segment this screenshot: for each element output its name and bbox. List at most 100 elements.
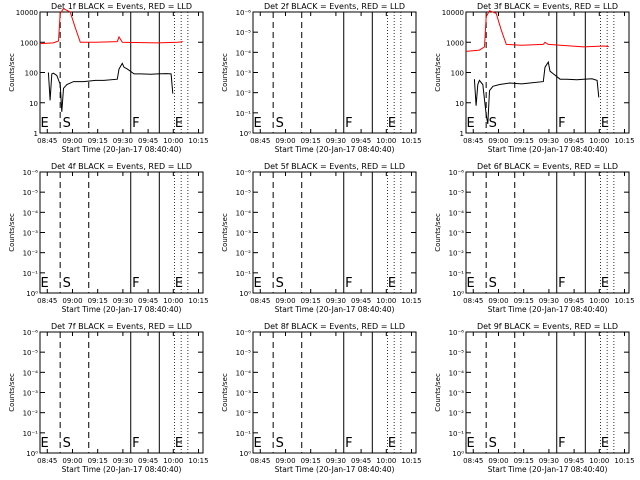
y-tick-label: 10⁻⁶ (449, 329, 465, 337)
y-tick-label: 10⁻⁴ (23, 369, 39, 377)
x-tick-label: 09:15 (88, 297, 108, 305)
x-tick-label: 09:30 (113, 457, 133, 465)
panel-title: Det 5f BLACK = Events, RED = LLD (264, 162, 405, 171)
events-series-line (47, 62, 174, 112)
y-tick-label: 10⁻³ (236, 390, 252, 398)
phase-marker: S (276, 116, 284, 131)
x-tick-label: 09:30 (539, 457, 559, 465)
y-tick-label: 100 (451, 70, 464, 78)
x-tick-label: 10:00 (589, 137, 609, 145)
phase-marker: F (345, 116, 352, 131)
x-tick-label: 10:00 (163, 297, 183, 305)
x-tick-label: 09:00 (275, 457, 295, 465)
y-axis-label: Counts/sec (8, 373, 16, 412)
y-tick-label: 10⁻⁵ (449, 349, 465, 357)
y-tick-label: 10⁻² (449, 250, 465, 258)
y-axis-label: Counts/sec (221, 213, 229, 252)
x-tick-label: 09:30 (326, 137, 346, 145)
x-tick-label: 09:30 (113, 137, 133, 145)
phase-marker: S (63, 116, 71, 131)
x-axis-label: Start Time (20-Jan-17 08:40:40) (62, 465, 182, 474)
y-tick-label: 1 (34, 130, 38, 138)
x-tick-label: 10:15 (401, 457, 421, 465)
y-axis-label: Counts/sec (434, 213, 442, 252)
y-tick-label: 1000 (20, 39, 38, 47)
y-tick-label: 10⁻¹ (449, 430, 465, 438)
x-tick-label: 10:15 (614, 297, 634, 305)
x-tick-label: 09:15 (514, 137, 534, 145)
phase-marker: E (388, 116, 396, 131)
plot-frame (39, 331, 204, 454)
phase-marker: E (254, 116, 262, 131)
x-tick-label: 09:15 (88, 457, 108, 465)
y-tick-label: 10⁻⁵ (23, 349, 39, 357)
phase-marker: E (388, 276, 396, 291)
panel-title: Det 2f BLACK = Events, RED = LLD (264, 2, 405, 11)
x-tick-label: 09:00 (275, 297, 295, 305)
x-tick-label: 09:00 (488, 457, 508, 465)
phase-marker: F (345, 436, 352, 451)
detector-panel-2: Det 2f BLACK = Events, RED = LLD 08:45 09:… (221, 2, 422, 154)
y-tick-label: 10⁻⁶ (236, 169, 252, 177)
x-tick-label: 10:15 (188, 297, 208, 305)
y-axis-label: Counts/sec (221, 373, 229, 412)
x-tick-label: 09:15 (514, 297, 534, 305)
y-tick-label: 10⁻⁴ (23, 209, 39, 217)
y-tick-label: 10⁻⁴ (449, 209, 465, 217)
x-tick-label: 08:45 (250, 137, 270, 145)
y-tick-label: 10⁻⁴ (449, 369, 465, 377)
x-tick-label: 08:45 (463, 457, 483, 465)
y-tick-label: 10⁻³ (449, 230, 465, 238)
y-tick-label: 10⁰ (452, 450, 464, 458)
plot-frame (252, 331, 417, 454)
x-tick-label: 09:30 (326, 297, 346, 305)
y-tick-label: 10⁻⁵ (23, 189, 39, 197)
y-tick-label: 10⁻¹ (23, 270, 39, 278)
phase-marker: F (558, 116, 565, 131)
y-axis-label: Counts/sec (221, 53, 229, 92)
y-axis-label: Counts/sec (434, 373, 442, 412)
phase-marker: E (175, 116, 183, 131)
panel-title: Det 1f BLACK = Events, RED = LLD (51, 2, 192, 11)
x-tick-label: 09:15 (301, 137, 321, 145)
phase-marker: S (489, 276, 497, 291)
y-tick-label: 1000 (446, 39, 464, 47)
phase-marker: E (467, 436, 475, 451)
y-tick-label: 10⁻¹ (236, 110, 252, 118)
y-tick-label: 10⁻⁵ (449, 189, 465, 197)
x-tick-label: 10:15 (614, 457, 634, 465)
phase-marker: S (63, 276, 71, 291)
x-axis-label: Start Time (20-Jan-17 08:40:40) (275, 465, 395, 474)
x-tick-label: 08:45 (463, 297, 483, 305)
y-tick-label: 10 (29, 100, 38, 108)
y-axis-label: Counts/sec (8, 53, 16, 92)
y-tick-label: 10⁻¹ (236, 430, 252, 438)
x-tick-label: 09:30 (539, 137, 559, 145)
x-tick-label: 09:45 (138, 457, 158, 465)
phase-marker: E (467, 116, 475, 131)
y-axis-label: Counts/sec (8, 213, 16, 252)
y-tick-label: 10⁻² (236, 90, 252, 98)
x-tick-label: 10:00 (376, 297, 396, 305)
y-tick-label: 10⁻² (236, 410, 252, 418)
detector-panel-4: Det 4f BLACK = Events, RED = LLD 08:45 09:… (8, 162, 209, 314)
x-tick-label: 09:15 (301, 457, 321, 465)
y-tick-label: 10⁻² (449, 410, 465, 418)
x-tick-label: 08:45 (250, 297, 270, 305)
x-tick-label: 08:45 (37, 137, 57, 145)
x-tick-label: 08:45 (37, 457, 57, 465)
y-tick-label: 10⁻⁵ (236, 189, 252, 197)
y-tick-label: 10⁰ (26, 450, 38, 458)
plot-frame (252, 171, 417, 294)
x-axis-label: Start Time (20-Jan-17 08:40:40) (275, 305, 395, 314)
phase-marker: E (601, 436, 609, 451)
y-tick-label: 10⁻⁴ (236, 209, 252, 217)
x-tick-label: 10:00 (376, 457, 396, 465)
phase-marker: E (254, 276, 262, 291)
phase-marker: E (41, 116, 49, 131)
detector-panel-5: Det 5f BLACK = Events, RED = LLD 08:45 09:… (221, 162, 422, 314)
x-tick-label: 09:45 (564, 457, 584, 465)
x-tick-label: 09:45 (564, 297, 584, 305)
x-axis-label: Start Time (20-Jan-17 08:40:40) (62, 145, 182, 154)
panel-title: Det 3f BLACK = Events, RED = LLD (477, 2, 618, 11)
